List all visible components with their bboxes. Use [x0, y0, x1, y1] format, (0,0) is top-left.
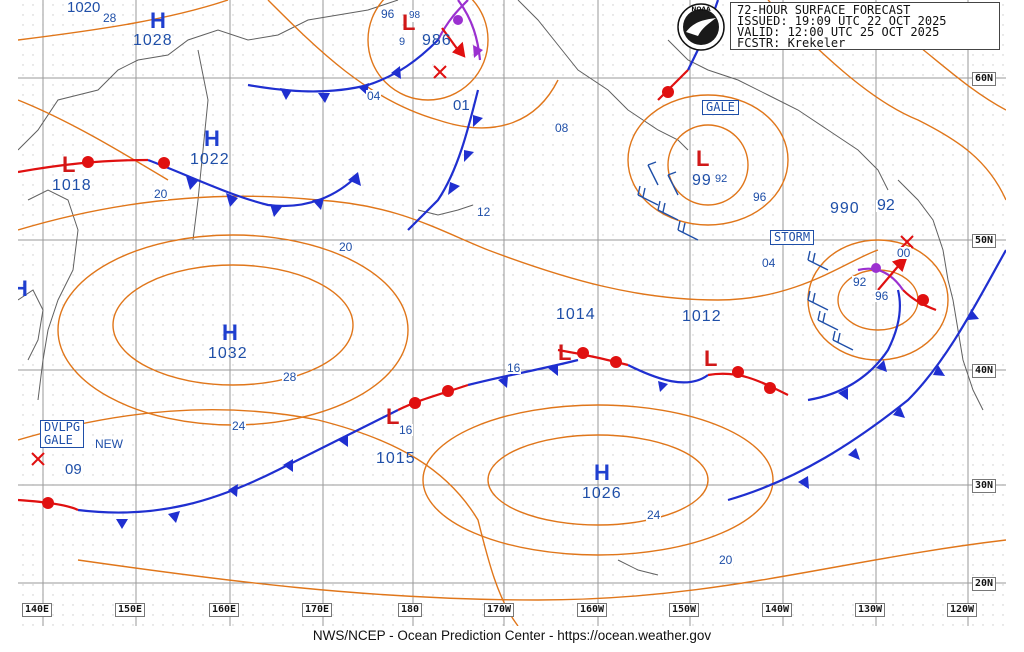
isobar-label: 16 — [398, 423, 414, 437]
isobar-label: 28 — [282, 370, 298, 384]
high-symbol: H — [204, 126, 220, 151]
gale-label: GALE — [44, 433, 73, 447]
lon-label: 170E — [302, 603, 333, 617]
map-canvas — [18, 0, 1006, 626]
low-symbol: L — [386, 404, 400, 429]
dot-grid — [18, 0, 1006, 626]
low-pressure-value: 1012 — [682, 308, 722, 325]
isobar-label: 28 — [102, 11, 118, 25]
low-symbol: L — [62, 152, 76, 177]
movement-arrows — [441, 27, 908, 291]
occluded-fronts — [437, 0, 904, 291]
lon-label: 130W — [855, 603, 886, 617]
isobar-label: 20 — [338, 240, 354, 254]
footer-credit: NWS/NCEP - Ocean Prediction Center - htt… — [312, 628, 712, 643]
isobar-label: 96 — [874, 289, 890, 303]
isobar-label: 12 — [476, 205, 492, 219]
lat-label: 30N — [972, 479, 997, 493]
forecast-header: 72-HOUR SURFACE FORECAST ISSUED: 19:09 U… — [730, 2, 1000, 50]
high-symbol: H — [594, 460, 610, 485]
low-pressure-value: 1014 — [556, 306, 596, 323]
isobar-label: 96 — [752, 190, 768, 204]
isobar-label: 04 — [761, 256, 777, 270]
lon-label: 160E — [209, 603, 240, 617]
weather-map: 140E 150E 160E 170E 180 170W 160W 150W 1… — [18, 0, 1006, 626]
lat-label: 20N — [972, 577, 997, 591]
low-pressure-value: 990 — [830, 200, 860, 217]
isobar-label: 08 — [554, 121, 570, 135]
noaa-logo: NOAA — [677, 3, 725, 51]
low-pressure-value: 99 — [692, 172, 712, 189]
logo-text: NOAA — [691, 6, 711, 13]
high-symbol: H — [18, 276, 28, 301]
lon-label: 120W — [947, 603, 978, 617]
isobar-label: 04 — [366, 89, 382, 103]
new-label: NEW — [94, 437, 124, 451]
cold-front-triangles — [116, 66, 979, 529]
isobar-label: 92 — [852, 275, 868, 289]
low-symbol: L — [704, 346, 718, 371]
developing-label: DVLPG — [44, 420, 81, 434]
low-pressure-value: 1018 — [52, 177, 92, 194]
low-center-markers — [31, 65, 914, 466]
low-pressure-value: 1015 — [376, 450, 416, 467]
isobar-label: 96 — [380, 7, 396, 21]
lon-label: 170W — [484, 603, 515, 617]
lat-label: 60N — [972, 72, 997, 86]
isobar-label: 24 — [646, 508, 662, 522]
coastlines — [18, 0, 984, 576]
gale-warning-label: GALE — [702, 100, 739, 115]
low-symbol: L — [558, 340, 572, 365]
low-symbol: L — [696, 146, 710, 171]
lon-label: 160W — [577, 603, 608, 617]
lon-label: 150W — [669, 603, 700, 617]
isobar-label: 20 — [153, 187, 169, 201]
valid-time: VALID: 12:00 UTC 25 OCT 2025 — [737, 25, 940, 39]
isobar-label: 01 — [452, 97, 471, 114]
isobar-label: 92 — [876, 197, 896, 214]
high-pressure-value: 1022 — [190, 151, 230, 168]
lon-label: 180 — [398, 603, 423, 617]
lon-label: 150E — [115, 603, 146, 617]
wind-barbs — [637, 161, 854, 351]
storm-warning-label: STORM — [770, 230, 815, 245]
isobar-label: 9 — [398, 36, 407, 48]
lat-label: 40N — [972, 364, 997, 378]
developing-gale-label: DVLPG GALE — [40, 420, 85, 448]
isobar-label: 09 — [64, 461, 83, 478]
forecaster: FCSTR: Krekeler — [737, 36, 846, 50]
low-pressure-value: 986 — [422, 32, 452, 49]
isobar-label: 92 — [714, 173, 729, 185]
warm-front-bumps — [42, 86, 929, 509]
isobar-label: 24 — [231, 419, 247, 433]
high-pressure-value: 1032 — [208, 345, 248, 362]
isobar-label: 16 — [506, 361, 522, 375]
isobar-label: 98 — [408, 10, 422, 22]
high-pressure-value: 1028 — [133, 32, 173, 49]
high-symbol: H — [150, 8, 166, 33]
isobar-label: 20 — [718, 553, 734, 567]
lat-label: 50N — [972, 234, 997, 248]
issued-time: ISSUED: 19:09 UTC 22 OCT 2025 — [737, 14, 947, 28]
isobar-label: 00 — [896, 246, 912, 260]
high-pressure-value: 1026 — [582, 485, 622, 502]
lon-label: 140W — [762, 603, 793, 617]
occluded-symbols — [453, 15, 881, 273]
isobar-label: 1020 — [66, 0, 102, 16]
high-symbol: H — [222, 320, 238, 345]
lon-label: 140E — [22, 603, 53, 617]
forecast-title: 72-HOUR SURFACE FORECAST — [737, 3, 911, 17]
